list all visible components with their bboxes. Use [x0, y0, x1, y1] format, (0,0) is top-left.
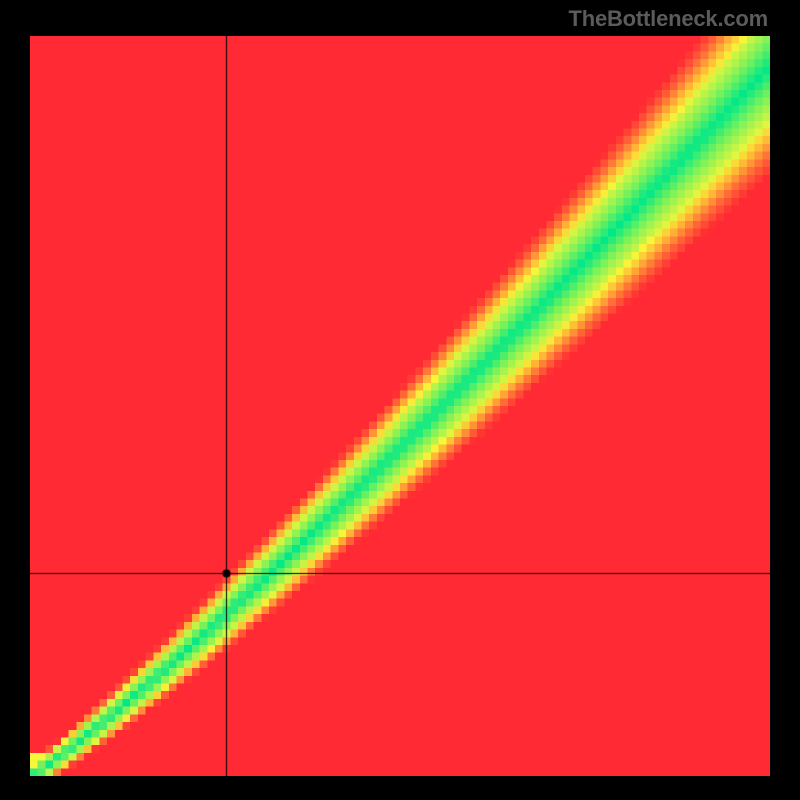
crosshair-overlay: [30, 36, 770, 776]
chart-container: TheBottleneck.com: [0, 0, 800, 800]
watermark-text: TheBottleneck.com: [568, 6, 768, 32]
